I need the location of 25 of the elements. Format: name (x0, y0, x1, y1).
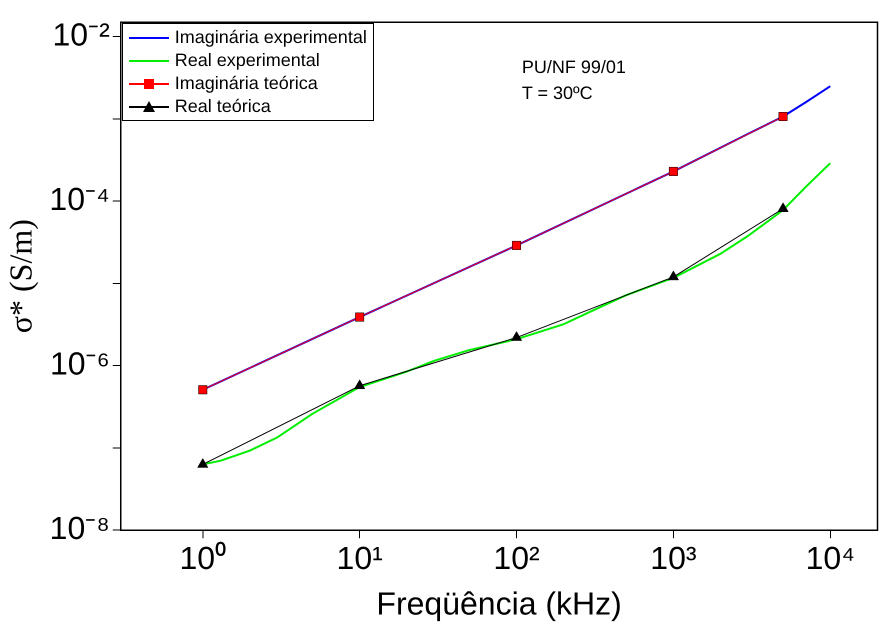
x-tick-label: 10² (493, 540, 540, 576)
point (354, 380, 366, 390)
x-axis-title: Freqüência (kHz) (376, 586, 622, 622)
annotation: T = 30ºC (522, 82, 594, 106)
x-tick-label: 10⁰ (179, 540, 226, 576)
legend-label: Imaginária teórica (174, 73, 318, 94)
y-tick-label: 10⁻⁴ (49, 181, 110, 218)
point (197, 458, 208, 468)
point (668, 270, 679, 280)
point (512, 240, 522, 250)
y-tick-label: 10⁻⁶ (50, 346, 110, 382)
legend-label: Real experimental (174, 50, 320, 72)
annotation: PU/NF 99/01 (522, 56, 626, 80)
x-tick-label: 10⁴ (806, 540, 855, 576)
legend-label: Real teórica (174, 96, 271, 118)
point (668, 166, 678, 176)
x-tick-label: 10¹ (336, 540, 383, 576)
y-tick-label: 10⁻² (52, 16, 110, 53)
point (198, 385, 208, 394)
y-tick-label: 10⁻⁸ (50, 510, 110, 546)
point (355, 312, 364, 322)
legend-label: Imaginária experimental (174, 27, 367, 48)
x-tick-label: 10³ (650, 540, 697, 576)
point (511, 331, 522, 341)
y-axis-title: σ* (S/m) (2, 219, 39, 334)
